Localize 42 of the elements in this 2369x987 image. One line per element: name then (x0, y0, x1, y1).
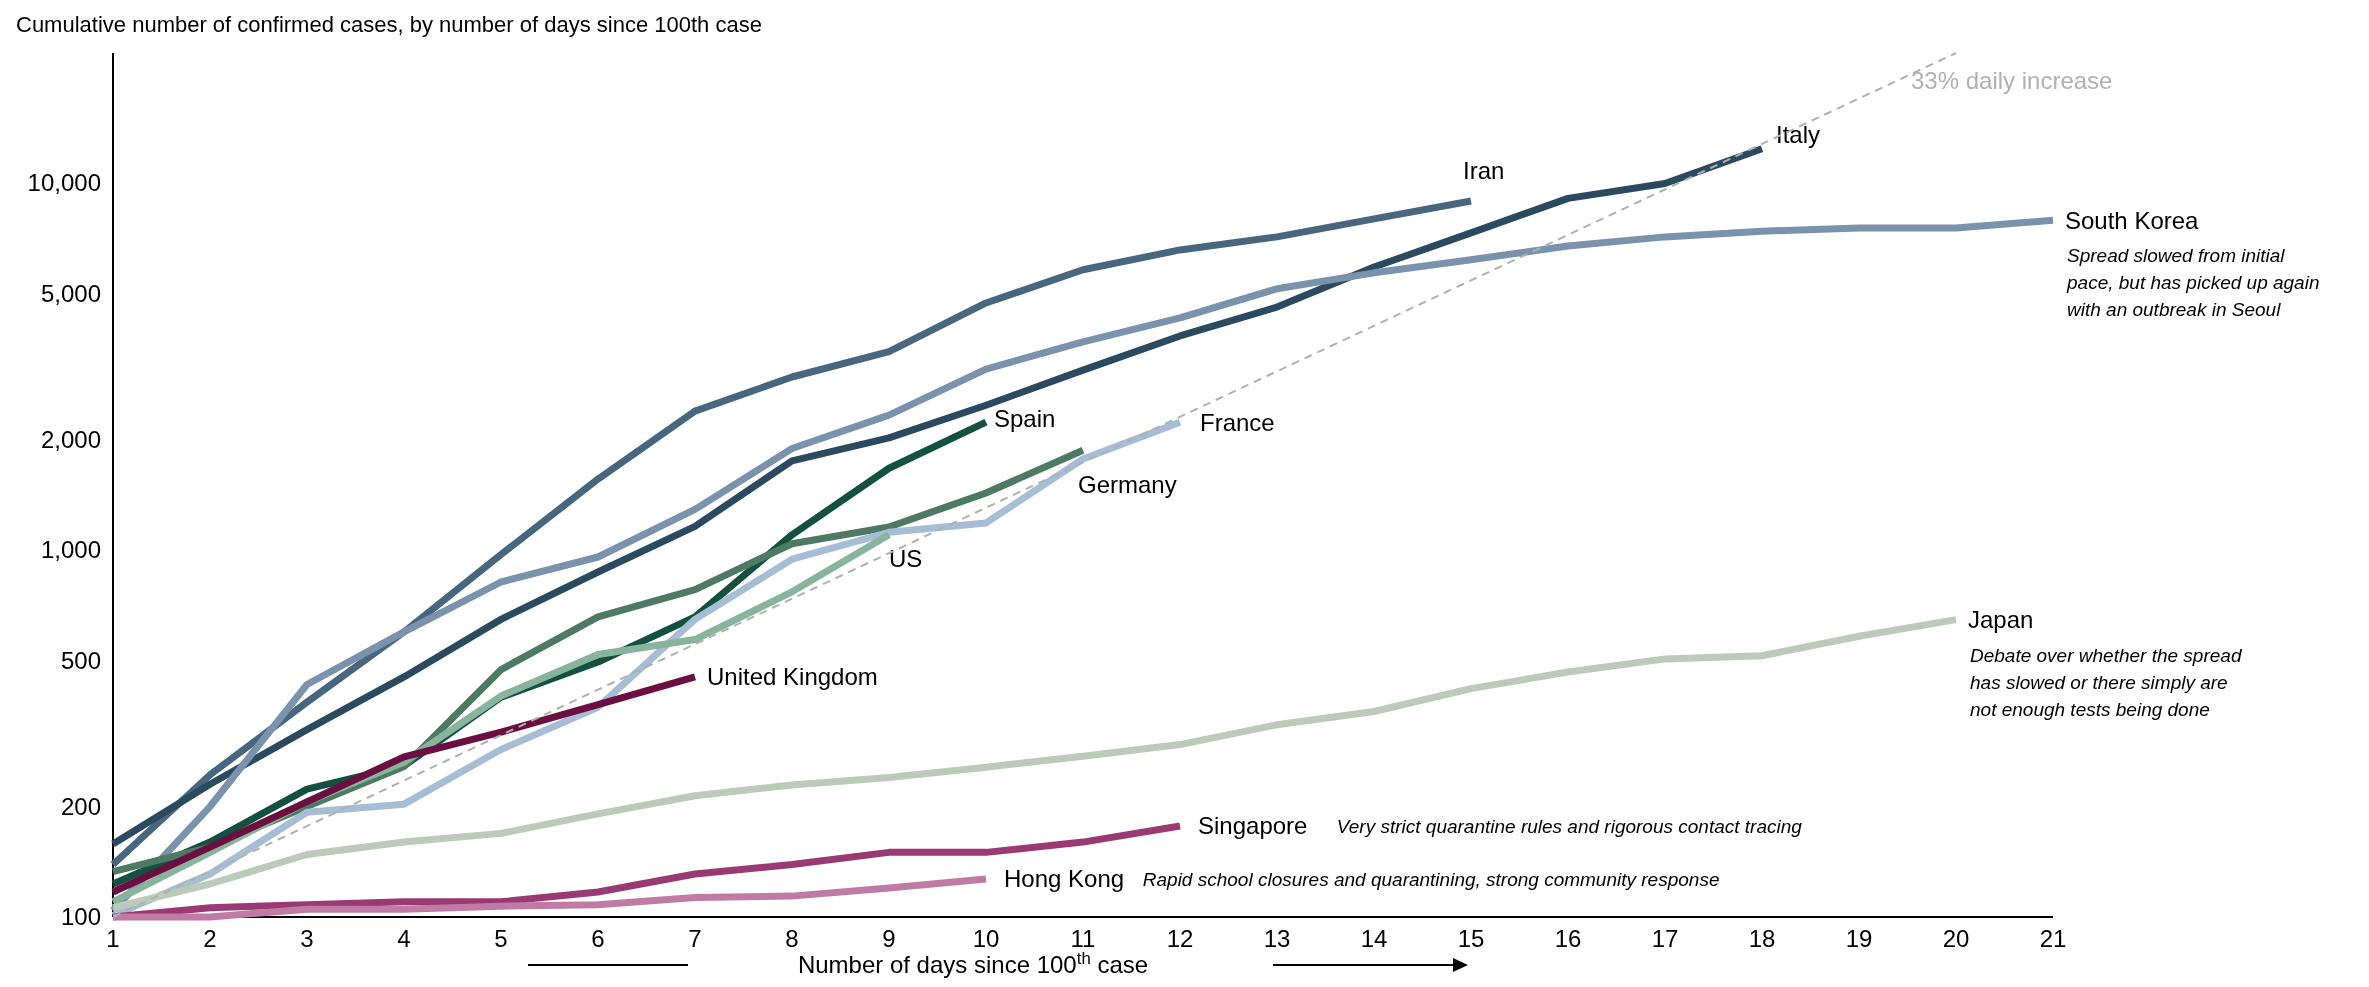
series-label: Iran (1463, 157, 1505, 185)
series-label: 33% daily increase (1911, 67, 2113, 95)
x-tick-label: 14 (1360, 925, 1388, 952)
x-tick-label: 4 (397, 925, 411, 952)
x-tick-label: 6 (591, 925, 605, 952)
y-tick-label: 5,000 (40, 279, 101, 307)
y-tick-label: 100 (60, 903, 101, 931)
series-label: Spain (994, 404, 1056, 432)
annotation: Debate over whether the spread has slowed or there simply are not enough tests being done (1970, 644, 2243, 720)
x-tick-label: 16 (1554, 925, 1582, 952)
x-tick-label: 20 (1942, 925, 1970, 952)
x-tick-label: 8 (785, 925, 799, 952)
x-tick-label: 2 (203, 925, 217, 952)
series-label: Italy (1776, 121, 1821, 149)
annotation: Rapid school closures and quarantining, strong community response (1142, 868, 1720, 890)
x-tick-label: 21 (2039, 925, 2067, 952)
x-tick-label: 5 (494, 925, 508, 952)
x-tick-label: 3 (300, 925, 314, 952)
series-label: South Korea (2065, 206, 2200, 234)
x-tick-label: 1 (106, 925, 120, 952)
x-tick-label: 15 (1457, 925, 1485, 952)
y-tick-label: 1,000 (40, 536, 101, 564)
series-label: Singapore (1198, 812, 1308, 840)
x-tick-label: 13 (1263, 925, 1291, 952)
x-tick-label: 18 (1748, 925, 1776, 952)
y-tick-label: 2,000 (40, 425, 101, 453)
x-tick-label: 7 (688, 925, 702, 952)
chart-title: Cumulative number of confirmed cases, by number of days since 100th case (16, 12, 762, 37)
x-tick-label: 17 (1651, 925, 1679, 952)
y-tick-label: 200 (60, 792, 101, 820)
series-label: United Kingdom (707, 663, 878, 691)
annotation: Spread slowed from initial pace, but has picked up again with an outbreak in Seoul (2066, 245, 2320, 321)
x-tick-label: 19 (1845, 925, 1873, 952)
series-label: US (889, 545, 923, 573)
series-label: Germany (1078, 470, 1177, 498)
annotation: Very strict quarantine rules and rigorous contact tracing (1336, 815, 1803, 837)
y-tick-label: 10,000 (27, 169, 101, 197)
series-label: Japan (1968, 606, 2034, 634)
series-label: Hong Kong (1004, 865, 1125, 893)
series-label: France (1200, 408, 1275, 436)
y-tick-label: 500 (60, 646, 101, 674)
x-tick-label: 12 (1166, 925, 1194, 952)
